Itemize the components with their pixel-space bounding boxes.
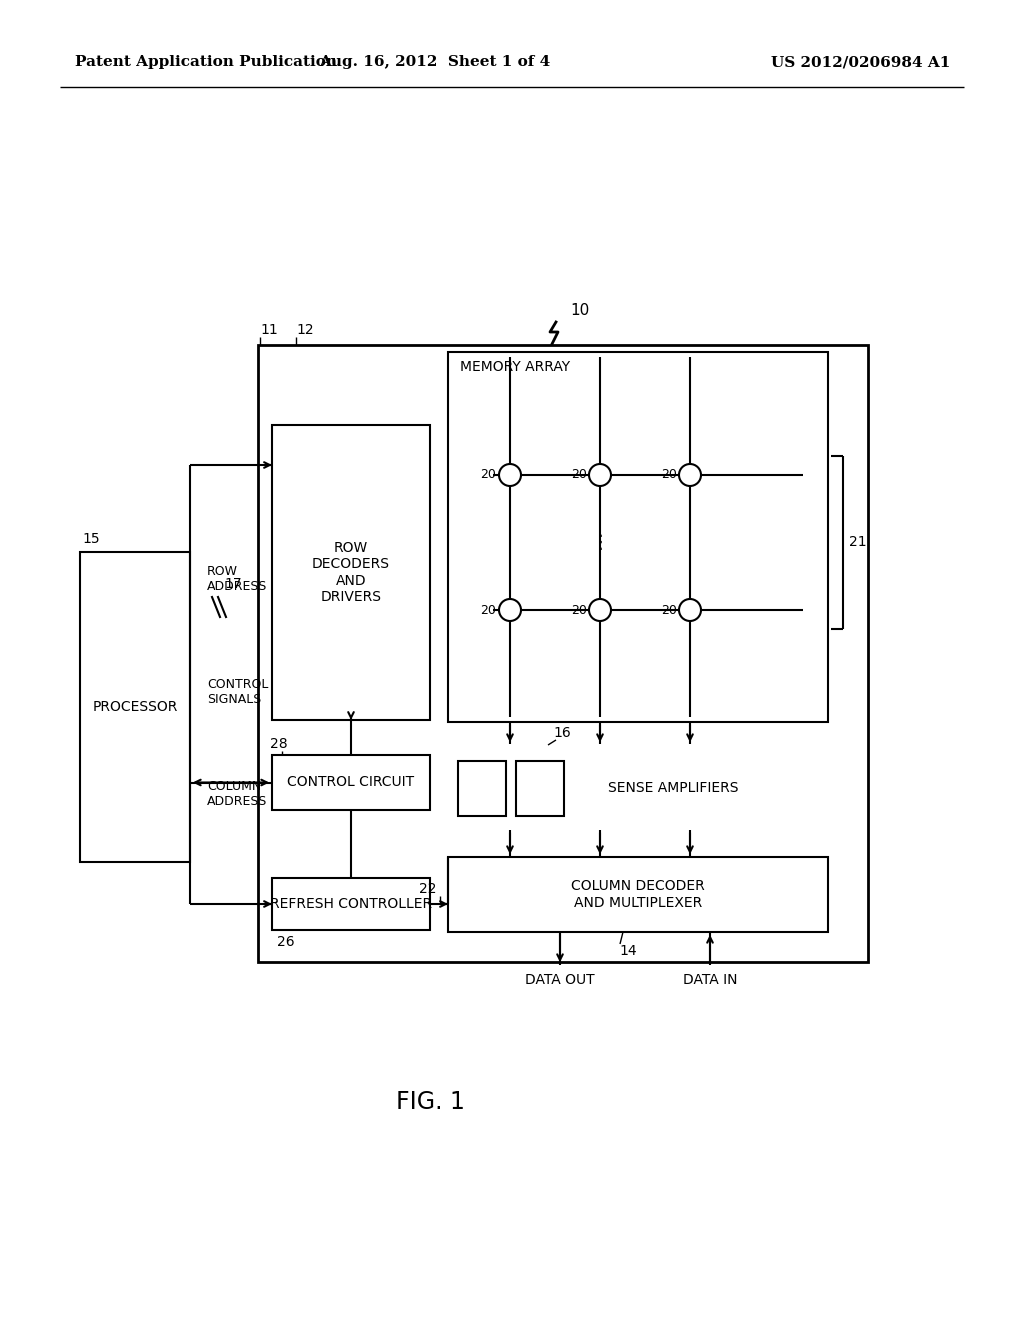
Bar: [449, 857, 828, 932]
Bar: [258, 345, 868, 962]
Text: Patent Application Publication: Patent Application Publication: [75, 55, 337, 69]
Text: 20: 20: [662, 469, 677, 482]
Text: 20: 20: [480, 603, 496, 616]
Text: 15: 15: [82, 532, 99, 546]
Circle shape: [499, 465, 521, 486]
Text: 26: 26: [278, 935, 295, 949]
Text: CONTROL
SIGNALS: CONTROL SIGNALS: [207, 678, 268, 706]
Text: 22: 22: [419, 882, 436, 896]
Text: 21: 21: [849, 536, 866, 549]
Text: CONTROL CIRCUIT: CONTROL CIRCUIT: [288, 776, 415, 789]
Text: SENSE AMPLIFIERS: SENSE AMPLIFIERS: [608, 780, 738, 795]
Text: COLUMN DECODER
AND MULTIPLEXER: COLUMN DECODER AND MULTIPLEXER: [571, 879, 705, 909]
Text: COLUMN
ADDRESS: COLUMN ADDRESS: [207, 780, 267, 808]
Text: 16: 16: [553, 726, 570, 741]
Text: REFRESH CONTROLLER: REFRESH CONTROLLER: [270, 898, 432, 911]
Text: MEMORY ARRAY: MEMORY ARRAY: [460, 360, 570, 374]
Text: DATA IN: DATA IN: [683, 973, 737, 987]
Circle shape: [589, 465, 611, 486]
Bar: [272, 878, 430, 931]
Text: ROW
DECODERS
AND
DRIVERS: ROW DECODERS AND DRIVERS: [312, 541, 390, 603]
Bar: [272, 755, 430, 810]
Text: 14: 14: [620, 944, 637, 958]
Text: 20: 20: [571, 469, 587, 482]
Circle shape: [679, 465, 701, 486]
Text: 20: 20: [571, 603, 587, 616]
Bar: [458, 762, 506, 816]
Text: PROCESSOR: PROCESSOR: [92, 700, 178, 714]
Bar: [449, 352, 828, 722]
Text: 28: 28: [270, 737, 288, 751]
Text: ⋮: ⋮: [590, 533, 609, 552]
Circle shape: [589, 599, 611, 620]
Text: 10: 10: [570, 304, 589, 318]
Text: US 2012/0206984 A1: US 2012/0206984 A1: [771, 55, 950, 69]
Text: FIG. 1: FIG. 1: [395, 1090, 465, 1114]
Text: 17: 17: [224, 577, 242, 591]
Text: 12: 12: [296, 323, 313, 337]
Bar: [516, 762, 564, 816]
Text: DATA OUT: DATA OUT: [525, 973, 595, 987]
Circle shape: [679, 599, 701, 620]
Text: ROW
ADDRESS: ROW ADDRESS: [207, 565, 267, 593]
Text: 20: 20: [480, 469, 496, 482]
Text: Aug. 16, 2012  Sheet 1 of 4: Aug. 16, 2012 Sheet 1 of 4: [319, 55, 551, 69]
Text: 11: 11: [260, 323, 278, 337]
Text: 20: 20: [662, 603, 677, 616]
Bar: [80, 552, 190, 862]
Bar: [272, 425, 430, 719]
Circle shape: [499, 599, 521, 620]
